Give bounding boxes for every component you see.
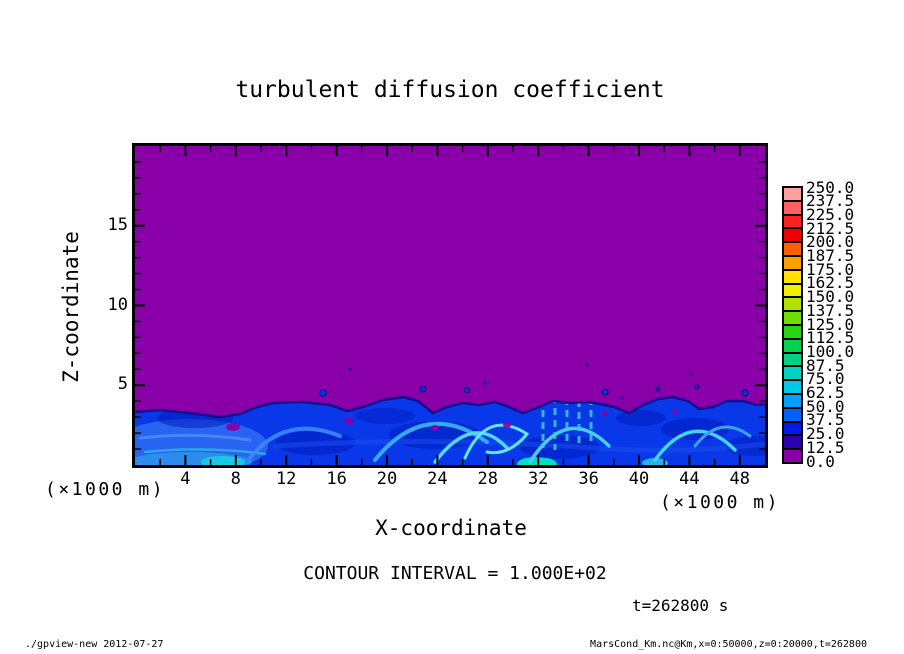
colorbar-cell: [784, 406, 801, 421]
x-tick-label: 36: [578, 469, 599, 489]
x-tick-label: 32: [527, 469, 549, 489]
colorbar-label: 12.5: [806, 437, 845, 457]
colorbar-cell: [784, 365, 801, 380]
field-specks: [348, 363, 693, 400]
colorbar-label: 125.0: [806, 314, 855, 334]
colorbar-cell: [784, 420, 801, 435]
colorbar-label: 187.5: [806, 246, 855, 265]
colorbar-cell: [784, 268, 801, 283]
footer-program-info: ./gpview-new 2012-07-27: [25, 639, 164, 650]
x-tick-label: 4: [180, 469, 191, 489]
colorbar-label: 200.0: [806, 232, 855, 252]
tick-marks: [135, 146, 765, 465]
x-tick-label: 44: [679, 469, 700, 489]
colorbar-cell: [784, 254, 801, 269]
colorbar-label: 37.5: [806, 410, 845, 430]
y-axis-unit: (×1000 m): [45, 479, 166, 500]
colorbar-cell: [784, 448, 801, 462]
colorbar-label: 237.5: [806, 191, 855, 211]
y-tick-label: 10: [107, 294, 128, 315]
x-tick-label: 48: [729, 469, 751, 489]
colorbar-label: 112.5: [806, 328, 855, 348]
colorbar-cell: [784, 188, 801, 200]
colorbar-cell: [784, 379, 801, 393]
contour-interval-note: CONTOUR INTERVAL = 1.000E+02: [303, 563, 607, 584]
colorbar-cell: [784, 337, 801, 352]
colorbar-cell: [784, 213, 801, 228]
colorbar-label: 137.5: [806, 300, 855, 320]
colorbar-label: 225.0: [806, 204, 855, 224]
y-tick-label: 15: [107, 214, 128, 235]
colorbar-label: 175.0: [806, 259, 855, 279]
interface-contour: [134, 395, 766, 419]
plot-border: [132, 143, 768, 468]
colorbar: [782, 186, 803, 464]
colorbar-cell: [784, 434, 801, 449]
footer-file-info: MarsCond_Km.nc@Km,x=0:50000,z=0:20000,t=…: [590, 639, 867, 650]
x-axis-label: X-coordinate: [375, 516, 527, 540]
colorbar-label: 150.0: [806, 287, 855, 307]
colorbar-label: 212.5: [806, 218, 855, 238]
time-stamp: t=262800 s: [632, 596, 729, 615]
x-tick-label: 12: [275, 469, 297, 489]
x-tick-label: 28: [477, 469, 499, 489]
colorbar-label: 25.0: [806, 424, 845, 444]
field-artwork: [134, 146, 766, 465]
detached-plumes: [319, 384, 749, 397]
colorbar-label: 62.5: [806, 383, 845, 402]
x-tick-label: 8: [230, 469, 241, 489]
colorbar-cell: [784, 296, 801, 311]
colorbar-label: 100.0: [806, 341, 855, 361]
x-tick-label: 40: [628, 469, 650, 489]
colorbar-label: 50.0: [806, 396, 845, 416]
colorbar-cell: [784, 241, 801, 255]
colorbar-label: 0.0: [806, 451, 835, 471]
heatmap-plot: [132, 143, 768, 468]
plot-title: turbulent diffusion coefficient: [235, 77, 665, 103]
colorbar-label: 162.5: [806, 273, 855, 293]
colorbar-cell: [784, 199, 801, 214]
x-tick-label: 16: [326, 469, 347, 489]
colorbar-label: 250.0: [806, 177, 855, 197]
x-tick-label: 20: [376, 469, 398, 489]
colorbar-label: 75.0: [806, 369, 845, 389]
colorbar-cell: [784, 392, 801, 407]
colorbar-label: 87.5: [806, 355, 845, 375]
colorbar-cell: [784, 310, 801, 324]
x-axis-unit: (×1000 m): [659, 492, 780, 513]
x-tick-label: 24: [427, 469, 448, 489]
y-tick-label: 5: [117, 374, 128, 395]
colorbar-cell: [784, 351, 801, 366]
colorbar-cell: [784, 282, 801, 297]
colorbar-cell: [784, 227, 801, 242]
colorbar-cell: [784, 323, 801, 338]
